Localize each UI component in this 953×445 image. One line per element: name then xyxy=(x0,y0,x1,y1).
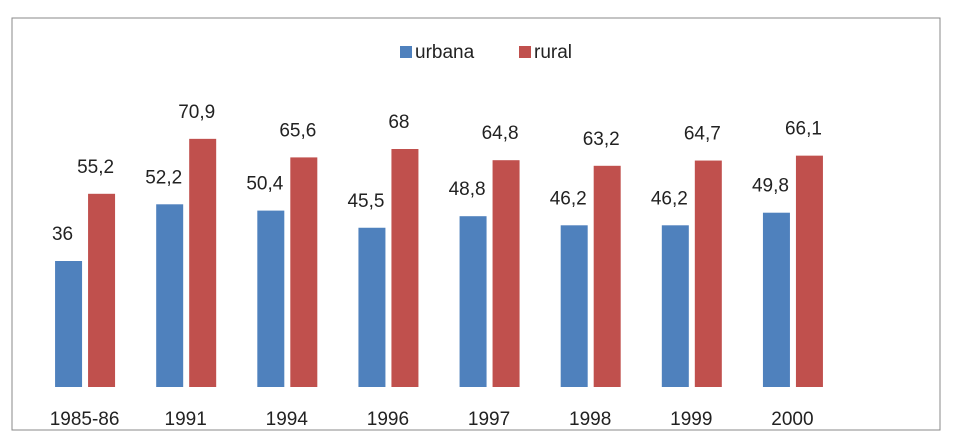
bar xyxy=(257,210,285,387)
data-label: 48,8 xyxy=(449,179,486,200)
x-tick-label: 1994 xyxy=(266,409,309,430)
x-tick-label: 1998 xyxy=(569,409,611,430)
legend-label: urbana xyxy=(415,42,475,63)
bar xyxy=(795,155,823,387)
data-label: 68 xyxy=(388,112,409,133)
data-label: 49,8 xyxy=(752,176,789,197)
data-label: 52,2 xyxy=(145,167,182,188)
data-label: 64,8 xyxy=(482,123,519,144)
bar xyxy=(560,225,588,387)
bar xyxy=(391,149,419,387)
data-label: 46,2 xyxy=(550,188,587,209)
bar xyxy=(661,225,689,387)
data-label: 63,2 xyxy=(583,129,620,150)
legend-swatch xyxy=(400,46,412,58)
bar xyxy=(189,138,217,387)
x-tick-label: 2000 xyxy=(771,409,813,430)
data-label: 50,4 xyxy=(246,174,283,195)
data-label: 65,6 xyxy=(279,120,316,141)
bar xyxy=(290,157,318,387)
data-label: 45,5 xyxy=(347,191,384,212)
data-label: 46,2 xyxy=(651,188,688,209)
data-label: 36 xyxy=(52,224,73,245)
bar xyxy=(358,227,386,387)
legend-swatch xyxy=(519,46,531,58)
bar xyxy=(492,160,520,387)
bar xyxy=(55,261,83,387)
legend-label: rural xyxy=(534,42,572,63)
x-tick-label: 1985-86 xyxy=(50,409,120,430)
bar xyxy=(156,204,184,387)
x-tick-label: 1996 xyxy=(367,409,409,430)
bar xyxy=(88,193,116,387)
data-label: 55,2 xyxy=(77,157,114,178)
bar xyxy=(459,216,487,387)
x-tick-label: 1991 xyxy=(165,409,207,430)
bar xyxy=(593,165,621,387)
bar xyxy=(694,160,722,387)
bar xyxy=(762,212,790,387)
data-label: 70,9 xyxy=(178,102,215,123)
data-label: 64,7 xyxy=(684,124,721,145)
x-tick-label: 1997 xyxy=(468,409,510,430)
data-label: 66,1 xyxy=(785,119,822,140)
x-tick-label: 1999 xyxy=(670,409,712,430)
